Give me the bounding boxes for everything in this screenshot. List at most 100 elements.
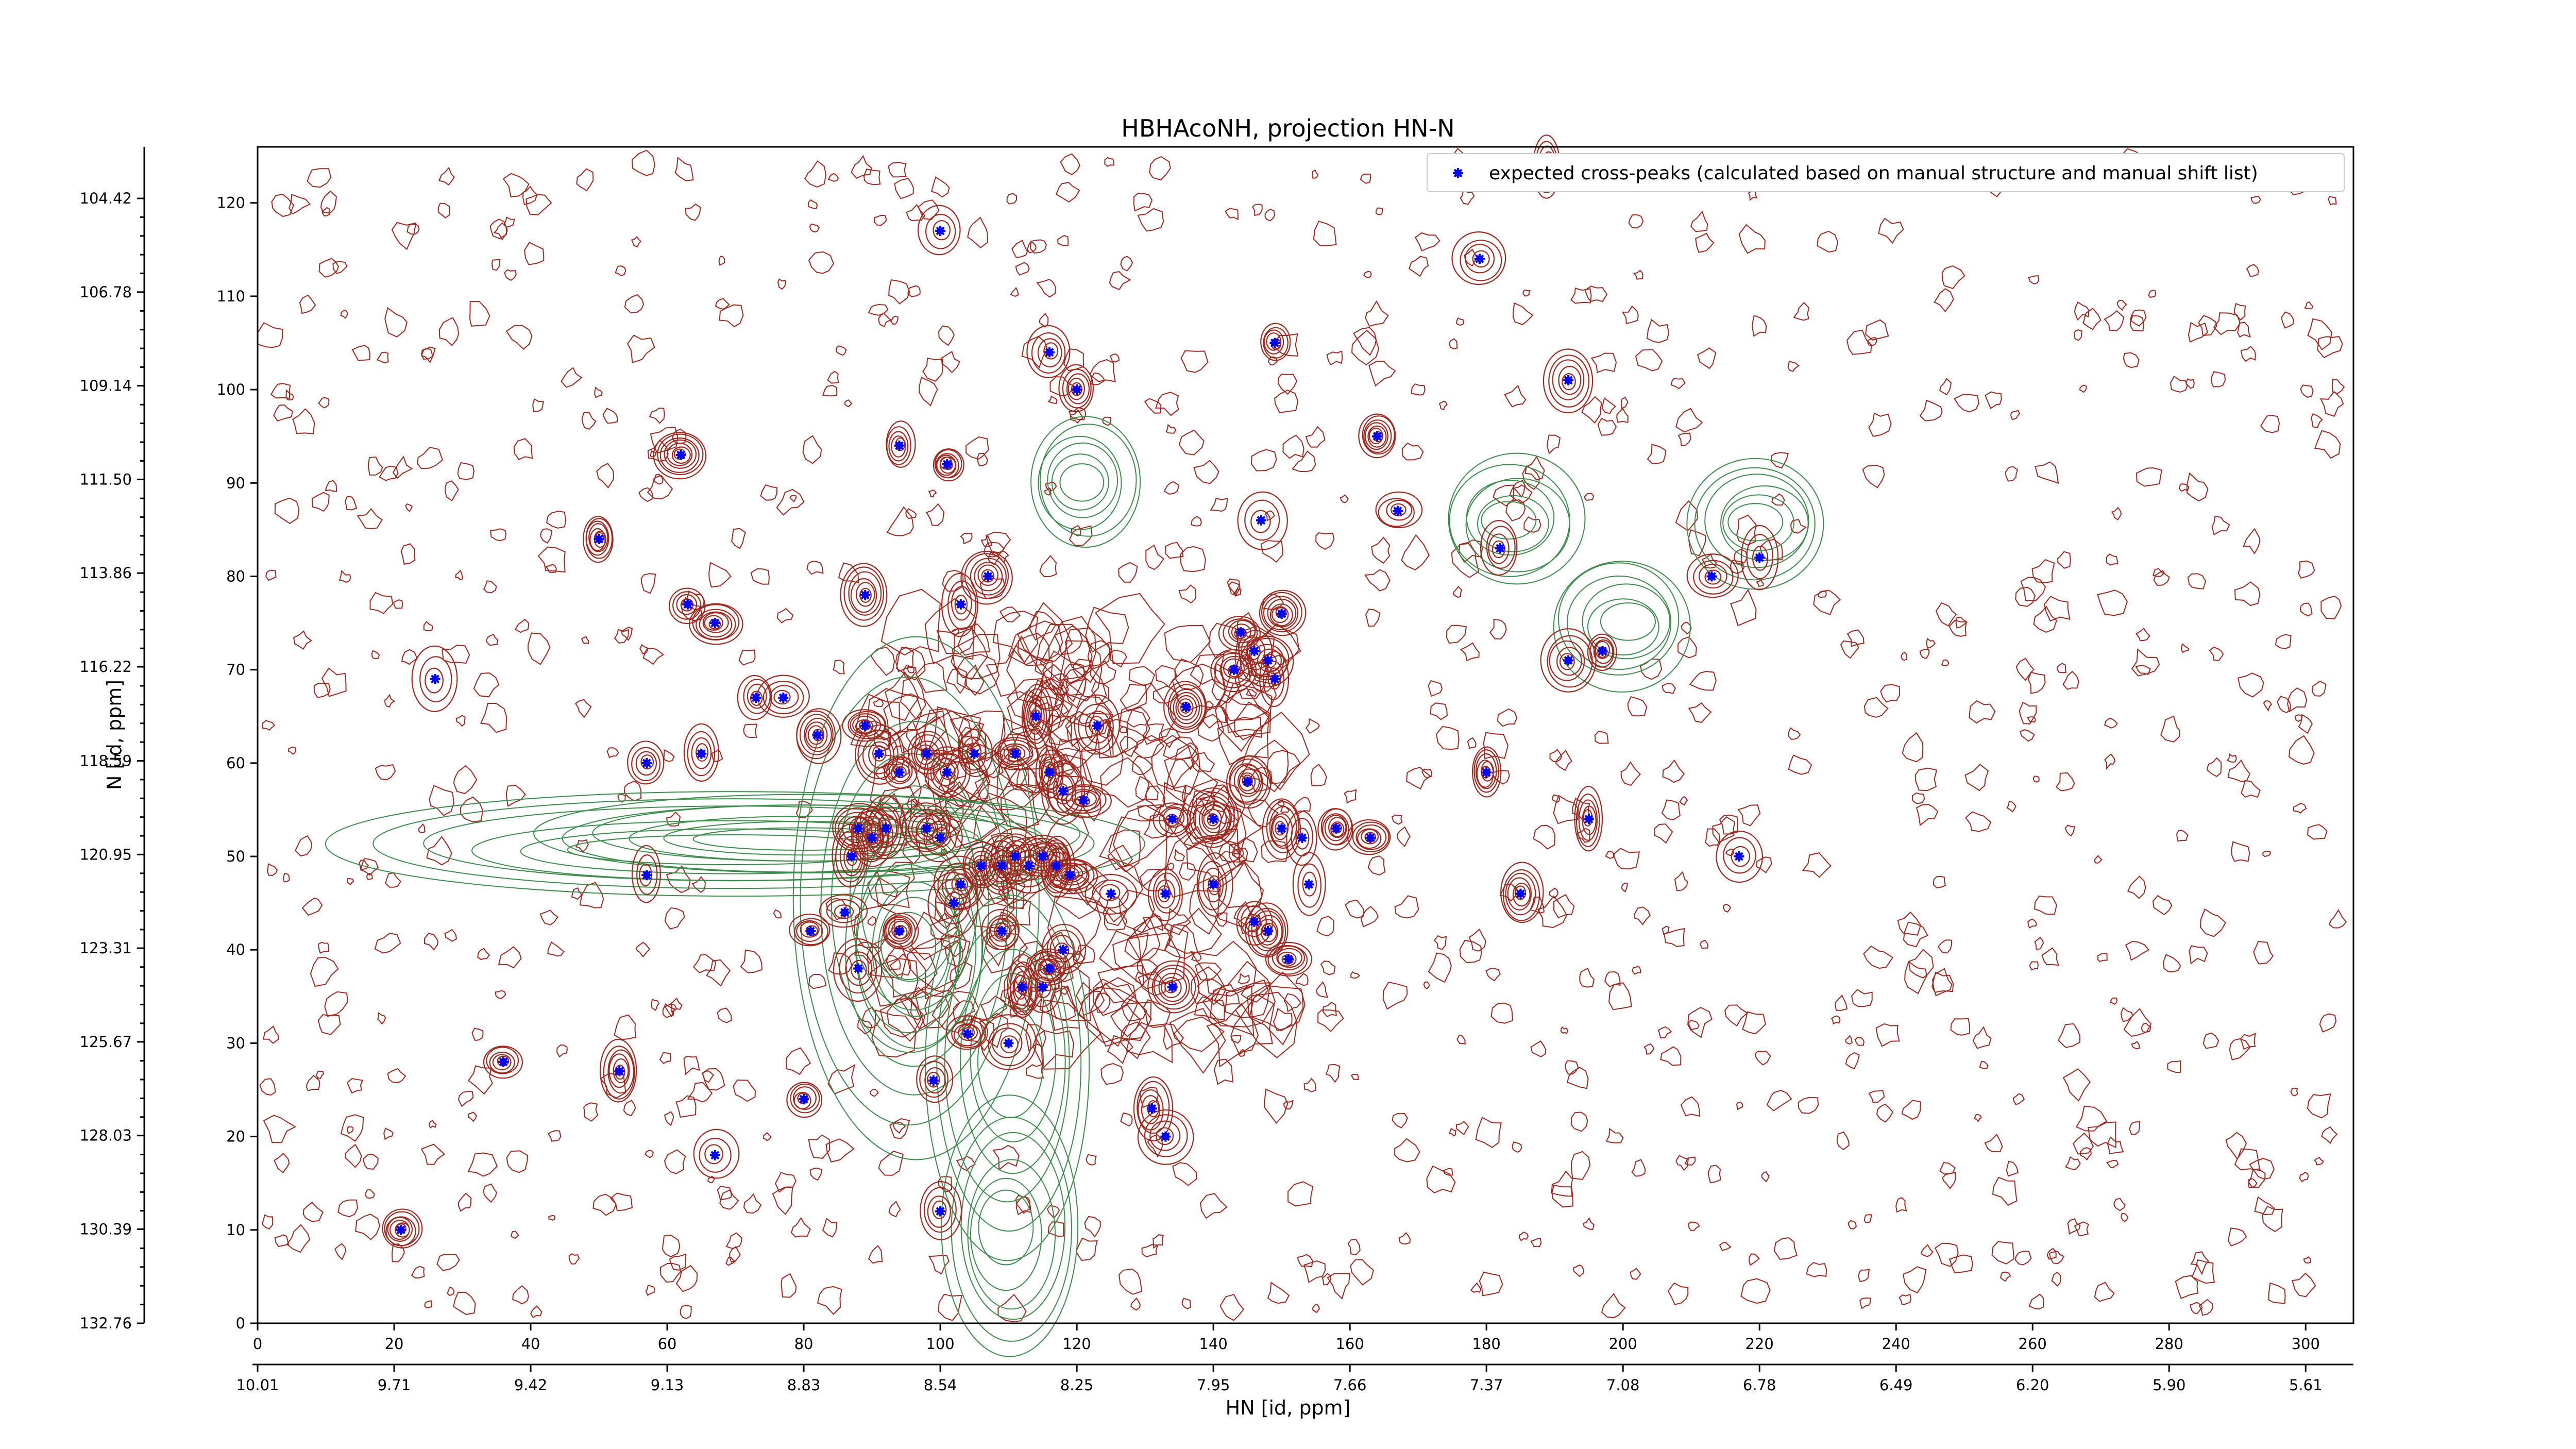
contour-line	[1363, 271, 1372, 278]
contour-line	[1522, 289, 1531, 297]
contour-line	[321, 207, 330, 216]
contour-line	[1670, 378, 1686, 390]
contour-line	[1057, 234, 1069, 246]
contour-line	[420, 1143, 445, 1165]
peak-contour	[1233, 764, 1262, 797]
peak-contour	[1704, 569, 1722, 585]
peak-contour	[1236, 901, 1273, 946]
peak-contour	[691, 737, 712, 769]
peak-contour	[1548, 355, 1590, 408]
negative-contour	[967, 1159, 1056, 1310]
contour-line	[1899, 1293, 1912, 1305]
contour-line	[468, 1111, 478, 1122]
contour-line	[2125, 940, 2150, 961]
peak-contour	[800, 921, 820, 938]
cross-peak-marker-ray	[396, 1225, 405, 1235]
contour-line	[2263, 700, 2273, 712]
contour-line	[1969, 700, 1996, 724]
contour-line	[1752, 314, 1767, 337]
peak-contour	[964, 553, 1009, 599]
peak-contour	[924, 746, 971, 798]
cross-peak-marker-ray	[936, 833, 945, 843]
contour-line	[1180, 350, 1209, 373]
x-index-tick-label: 200	[1608, 1335, 1637, 1353]
y-axis-title: N [id, ppm]	[103, 680, 126, 790]
contour-line	[1144, 398, 1162, 414]
cross-peak-marker-ray	[1018, 983, 1027, 992]
cross-peak-marker	[935, 1206, 946, 1217]
contour-line	[1127, 923, 1189, 985]
contour-line	[651, 999, 660, 1012]
contour-line	[1984, 1134, 2003, 1153]
peak-contour	[994, 739, 1033, 767]
cross-peak-marker-ray	[778, 693, 788, 702]
peak-contour	[1223, 658, 1245, 679]
contour-line	[504, 269, 517, 281]
peak-contour	[1046, 930, 1081, 969]
contour-line	[2200, 908, 2227, 937]
contour-line	[1178, 862, 1196, 881]
contour-line	[2249, 1157, 2275, 1180]
contour-line	[384, 694, 396, 708]
contour-line	[952, 633, 1001, 680]
cross-peak-marker	[1044, 767, 1055, 778]
contour-line	[490, 528, 507, 542]
contour-line	[1194, 996, 1225, 1020]
contour-line	[2268, 1282, 2286, 1304]
contour-line	[1164, 924, 1198, 959]
contour-line	[1350, 971, 1361, 979]
contour-line	[2110, 997, 2118, 1005]
cross-peak-marker-ray	[813, 731, 822, 739]
contour-line	[1459, 939, 1482, 963]
contour-line	[2311, 680, 2327, 697]
contour-line	[1163, 1023, 1184, 1051]
x-ppm-tick-label: 8.25	[1060, 1376, 1094, 1394]
contour-line	[1010, 287, 1019, 297]
contour-line	[888, 162, 907, 178]
contour-line	[1060, 153, 1081, 175]
negative-contour	[800, 676, 1018, 1126]
peak-contour	[1578, 799, 1598, 841]
cross-peak-marker-ray	[881, 824, 890, 833]
contour-layer	[257, 134, 2347, 1357]
contour-line	[614, 629, 629, 644]
peak-contour	[704, 615, 723, 631]
peak-contour	[946, 1015, 988, 1050]
contour-line	[867, 916, 876, 926]
contour-line	[639, 644, 648, 654]
cross-peak-marker	[1078, 795, 1089, 806]
peak-contour	[848, 571, 882, 616]
peak-contour	[1276, 948, 1302, 968]
contour-line	[1118, 562, 1138, 583]
contour-line	[1428, 952, 1452, 983]
contour-line	[2097, 589, 2128, 616]
cross-peak-marker-ray	[1243, 777, 1252, 786]
peak-contour	[1045, 763, 1056, 779]
y-ppm-tick-label: 111.50	[80, 470, 132, 488]
contour-line	[614, 1014, 637, 1040]
cross-peak-marker-ray	[1366, 833, 1375, 843]
contour-line	[1118, 889, 1155, 933]
contour-line	[1836, 1131, 1850, 1151]
negative-contour	[1566, 575, 1672, 670]
cross-peak-marker-ray	[1372, 432, 1382, 441]
contour-line	[663, 749, 675, 762]
contour-line	[2246, 264, 2259, 277]
contour-line	[1851, 989, 1873, 1007]
cross-peak-marker-ray	[1734, 852, 1743, 861]
contour-line	[1846, 329, 1872, 355]
contour-line	[907, 665, 915, 673]
cross-peak-marker-ray	[710, 618, 720, 628]
x-index-tick-label: 0	[253, 1335, 262, 1353]
contour-line	[2167, 1060, 2181, 1073]
contour-line	[2074, 329, 2082, 341]
contour-line	[1771, 493, 1785, 506]
contour-line	[2123, 1008, 2152, 1037]
contour-line	[420, 346, 436, 363]
contour-line	[1456, 1034, 1466, 1044]
contour-line	[1771, 452, 1789, 469]
contour-line	[1124, 916, 1161, 961]
contour-line	[1174, 849, 1185, 862]
peak-contour	[1085, 711, 1111, 744]
contour-line	[1155, 665, 1177, 688]
